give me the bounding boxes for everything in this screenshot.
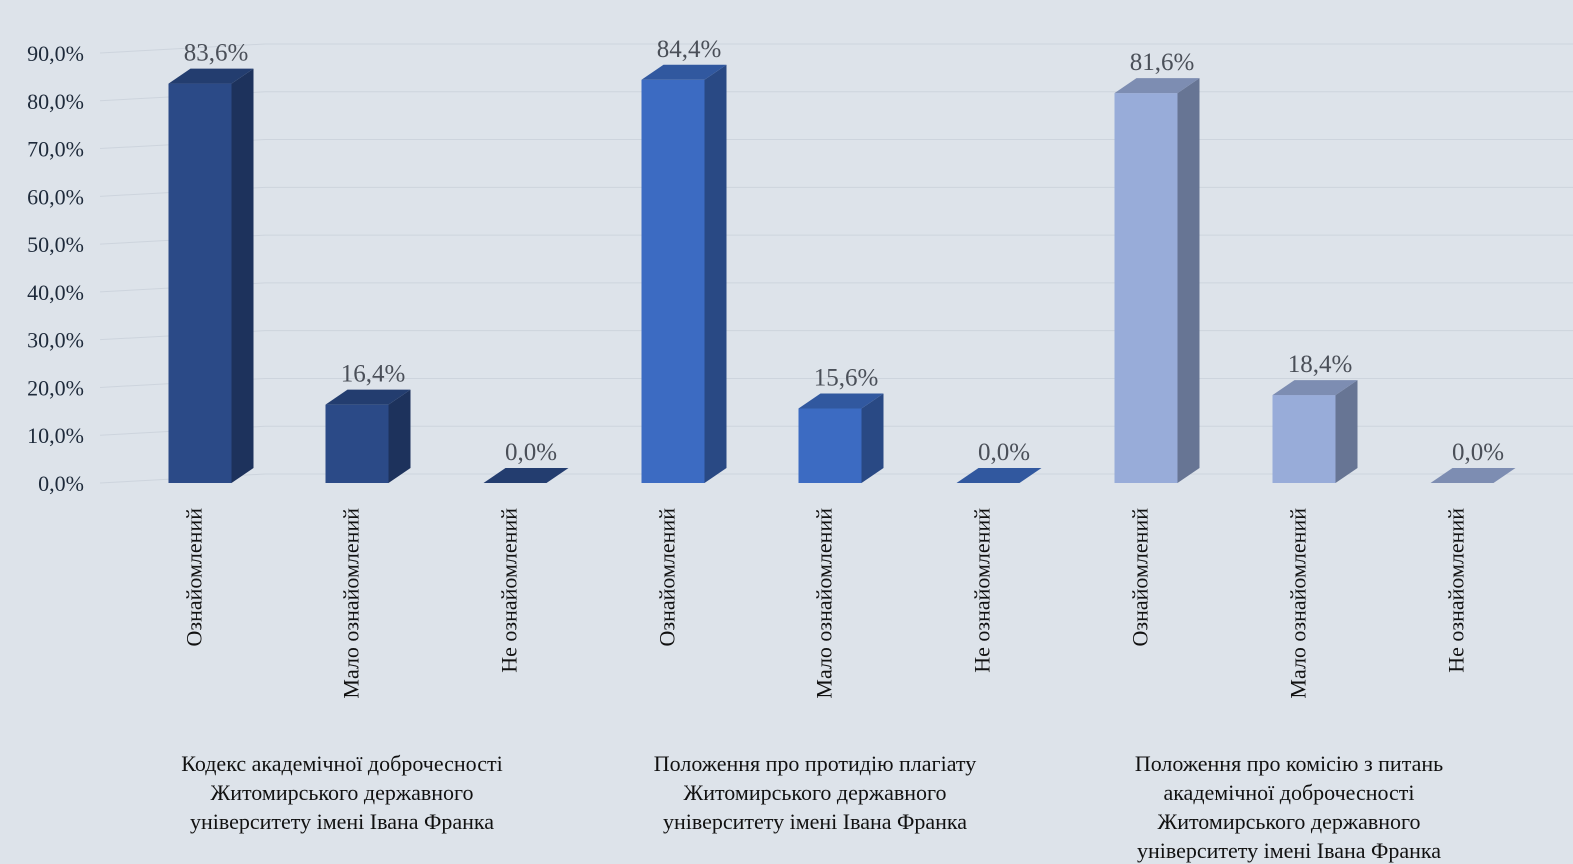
bar — [1272, 380, 1358, 483]
data-label: 0,0% — [978, 439, 1030, 466]
y-tick-label: 50,0% — [27, 232, 84, 257]
bar — [325, 389, 411, 483]
data-label: 0,0% — [505, 439, 557, 466]
data-label: 84,4% — [657, 36, 722, 63]
bar-top — [1114, 78, 1200, 94]
bar-top — [798, 393, 884, 409]
bar — [956, 468, 1042, 483]
group-label-line: Положення про комісію з питань — [1135, 751, 1443, 776]
group-label-line: Кодекс академічної доброчесності — [181, 751, 502, 776]
bar-side — [388, 389, 411, 483]
data-label: 0,0% — [1452, 439, 1504, 466]
group-label: Положення про комісію з питань академічно… — [1135, 751, 1443, 863]
y-tick-label: 70,0% — [27, 137, 84, 162]
y-tick-label: 10,0% — [27, 423, 84, 448]
data-label: 15,6% — [814, 364, 879, 391]
y-tick-label: 90,0% — [27, 41, 84, 66]
bar-front — [641, 79, 705, 483]
category-label: Не ознайомлений — [970, 508, 995, 673]
category-labels: Ознайомлений Мало ознайомлений Не ознайомл… — [182, 508, 1469, 699]
gridline-depth — [99, 43, 266, 54]
bar — [1430, 468, 1516, 483]
bar-side — [231, 68, 254, 484]
category-label: Мало ознайомлений — [1286, 508, 1311, 699]
bar-side — [861, 393, 884, 483]
category-label: Мало ознайомлений — [339, 508, 364, 699]
group-label-line: Житомирського державного — [211, 780, 474, 805]
category-label: Не ознайомлений — [497, 508, 522, 673]
bar — [483, 468, 569, 483]
y-axis: 0,0% 10,0% 20,0% 30,0% 40,0% 50,0% 60,0% 70,0% 8… — [27, 41, 84, 496]
y-tick-label: 80,0% — [27, 89, 84, 114]
bar — [641, 64, 727, 483]
category-label: Ознайомлений — [1128, 508, 1153, 647]
bar-front — [1272, 395, 1336, 483]
group-label: Кодекс академічної доброчесності Житомирс… — [181, 751, 502, 834]
group-label-line: академічної доброчесності — [1163, 780, 1414, 805]
bar-top — [325, 389, 411, 405]
group-label-line: Житомирського державного — [684, 780, 947, 805]
bar-front — [168, 83, 232, 484]
group-label-line: Положення про протидію плагіату — [654, 751, 976, 776]
category-label: Не ознайомлений — [1444, 508, 1469, 673]
y-tick-label: 20,0% — [27, 375, 84, 400]
data-label: 18,4% — [1288, 351, 1353, 378]
bars — [168, 64, 1516, 484]
group-label: Положення про протидію плагіату Житомирсь… — [654, 751, 976, 834]
group-labels: Кодекс академічної доброчесності Житомирс… — [181, 751, 1443, 863]
data-label: 81,6% — [1130, 49, 1195, 76]
category-label: Ознайомлений — [655, 508, 680, 647]
bar-top — [1430, 468, 1516, 483]
bar-side — [1177, 78, 1200, 483]
data-labels: 83,6% 16,4% 0,0% 84,4% 15,6% 0,0% 81,6% 18,4% 0,… — [184, 36, 1504, 466]
y-tick-label: 0,0% — [38, 471, 84, 496]
bar-top — [483, 468, 569, 483]
group-label-line: університету імені Івана Франка — [663, 809, 967, 834]
bar-side — [704, 64, 727, 483]
bar-top — [168, 68, 254, 84]
bar — [798, 393, 884, 483]
bar — [168, 68, 254, 484]
group-label-line: університету імені Івана Франка — [1137, 838, 1441, 863]
category-label: Мало ознайомлений — [812, 508, 837, 699]
y-tick-label: 30,0% — [27, 328, 84, 353]
bar-top — [956, 468, 1042, 483]
bar — [1114, 78, 1200, 483]
data-label: 83,6% — [184, 40, 249, 67]
bar-side — [1335, 380, 1358, 483]
bar-top — [641, 64, 727, 80]
bar-front — [798, 408, 862, 483]
y-tick-label: 60,0% — [27, 184, 84, 209]
bar-top — [1272, 380, 1358, 396]
bar-front — [1114, 93, 1178, 483]
bar-front — [325, 404, 389, 483]
category-label: Ознайомлений — [182, 508, 207, 647]
group-label-line: університету імені Івана Франка — [190, 809, 494, 834]
group-label-line: Житомирського державного — [1158, 809, 1421, 834]
data-label: 16,4% — [341, 361, 406, 388]
y-tick-label: 40,0% — [27, 280, 84, 305]
